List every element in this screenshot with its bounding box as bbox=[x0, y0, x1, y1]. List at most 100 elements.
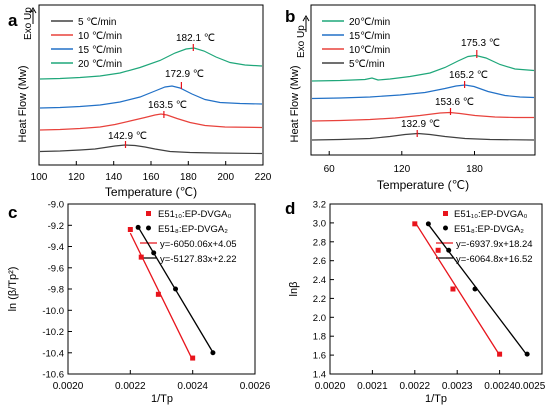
panel-a-xtick-label: 160 bbox=[143, 172, 160, 183]
data-point-series-0 bbox=[497, 351, 503, 357]
panel-b-frame bbox=[310, 4, 536, 156]
panel-d-ytick-label: 2.6 bbox=[313, 256, 326, 267]
panel-b-peak-label: 175.3 ℃ bbox=[461, 38, 500, 49]
panel-b-peak-label: 153.6 ℃ bbox=[435, 97, 474, 108]
panel-d-yticks: 1.4 1.6 1.8 2.0 2.2 2.4 2.6 2.8 3.0 3.2 bbox=[313, 200, 334, 381]
panel-a-ylabel: Heat Flow (Mw) bbox=[17, 65, 29, 142]
panel-d-legend-label: E51₁₀:EP-DVGA₀ bbox=[454, 209, 527, 220]
panel-b: b Exo Up Heat Flow (Mw) Temperature (℃) … bbox=[285, 4, 536, 192]
data-point-series-1 bbox=[524, 351, 530, 357]
panel-c-legend-label: y=-6050.06x+4.05 bbox=[160, 239, 237, 250]
panel-a-legend-label: 15 ℃/min bbox=[78, 45, 122, 56]
panel-b-curve-5 bbox=[311, 132, 535, 141]
panel-b-legend-label: 20℃/min bbox=[349, 17, 390, 28]
panel-b-xtick-label: 180 bbox=[466, 164, 483, 175]
panel-d-legend-marker bbox=[443, 225, 448, 231]
panel-c-xticks: 0.0020 0.0022 0.0024 0.0026 bbox=[53, 370, 271, 392]
panel-c-ytick-label: -9.8 bbox=[48, 285, 64, 296]
panel-b-xtick-label: 120 bbox=[393, 164, 410, 175]
panel-d-ytick-label: 1.4 bbox=[313, 370, 326, 381]
panel-a-xtick-label: 220 bbox=[255, 172, 272, 183]
panel-a-curve-10 bbox=[39, 113, 263, 131]
fit-line-series-0 bbox=[414, 221, 501, 356]
panel-d-xtick-label: 0.0020 bbox=[315, 381, 346, 392]
panel-d-frame bbox=[329, 203, 543, 375]
panel-a-peak-label: 182.1 ℃ bbox=[176, 33, 215, 44]
panel-b-legend-label: 10℃/min bbox=[349, 45, 390, 56]
panel-a-curve-5 bbox=[39, 144, 263, 155]
data-point-series-0 bbox=[127, 227, 133, 232]
panel-d-label: d bbox=[285, 199, 295, 218]
panel-b-legend-label: 15℃/min bbox=[349, 31, 390, 42]
panel-b-xtick-label: 60 bbox=[324, 164, 336, 175]
panel-c-plot bbox=[127, 224, 216, 361]
panel-c-ytick-label: -9.0 bbox=[48, 200, 64, 211]
panel-d-ylabel: lnβ bbox=[288, 282, 300, 297]
panel-d-legend-marker bbox=[443, 211, 448, 216]
panel-c-yticks: -9.0 -9.2 -9.4 -9.6 -9.8 -10.0 -10.2 -10… bbox=[42, 200, 72, 381]
panel-b-curve-20 bbox=[311, 54, 535, 82]
panel-a-curve-20 bbox=[39, 47, 263, 80]
panel-d-xtick-label: 0.0021 bbox=[357, 381, 388, 392]
panel-b-label: b bbox=[285, 7, 295, 26]
panel-a-frame bbox=[38, 4, 264, 166]
panel-c-xtick-label: 0.0020 bbox=[53, 381, 84, 392]
panel-d-xtick-label: 0.0022 bbox=[400, 381, 431, 392]
panel-c-xtick-label: 0.0026 bbox=[240, 381, 271, 392]
panel-d-ytick-label: 2.0 bbox=[313, 313, 326, 324]
panel-a-curve-15 bbox=[39, 85, 263, 109]
panel-d-xtick-label: 0.0025 bbox=[515, 381, 546, 392]
data-point-series-0 bbox=[190, 355, 196, 361]
data-point-series-0 bbox=[138, 254, 144, 260]
panel-c-xtick-label: 0.0022 bbox=[115, 381, 146, 392]
panel-b-curve-10 bbox=[311, 111, 534, 122]
panel-d-xticks: 0.0020 0.0021 0.0022 0.0023 0.0024 0.002… bbox=[315, 370, 546, 392]
panel-c-ytick-label: -10.0 bbox=[42, 306, 64, 317]
panel-a: a Exo Up Heat Flow (Mw) Temperature (℃) … bbox=[8, 4, 272, 199]
panel-a-xlabel: Temperature (℃) bbox=[105, 185, 197, 199]
panel-c: c ln (β/Tp²) 1/Tp -9.0 -9.2 -9.4 -9.6 -9… bbox=[7, 200, 271, 406]
panel-d-xtick-label: 0.0023 bbox=[442, 381, 473, 392]
panel-c-legend-label: E51₈:EP-DVGA₂ bbox=[158, 224, 228, 235]
fit-line-series-1 bbox=[427, 224, 528, 356]
panel-d-legend-label: E51₈:EP-DVGA₂ bbox=[454, 224, 524, 235]
panel-c-legend: E51₁₀:EP-DVGA₀ E51₈:EP-DVGA₂ y=-6050.06x… bbox=[140, 209, 237, 265]
panel-a-xticks: 100 120 140 160 180 200 220 bbox=[31, 161, 272, 183]
panel-c-legend-marker bbox=[146, 211, 151, 216]
panel-b-exo-arrowhead bbox=[302, 15, 310, 22]
panel-a-peak-label: 142.9 ℃ bbox=[108, 131, 147, 142]
panel-c-xtick-label: 0.0024 bbox=[177, 381, 208, 392]
panel-d-legend-label: y=-6937.9x+18.24 bbox=[456, 239, 533, 250]
panel-a-peak-label: 172.9 ℃ bbox=[165, 69, 204, 80]
panel-a-legend-label: 10 ℃/min bbox=[78, 31, 122, 42]
panel-d-ytick-label: 2.2 bbox=[313, 294, 326, 305]
panel-c-ytick-label: -9.4 bbox=[48, 242, 64, 253]
panel-c-legend-label: y=-5127.83x+2.22 bbox=[160, 254, 237, 265]
data-point-series-1 bbox=[210, 350, 216, 356]
data-point-series-0 bbox=[155, 291, 161, 297]
panel-b-legend-label: 5℃/min bbox=[349, 59, 385, 70]
panel-d-ytick-label: 3.0 bbox=[313, 218, 326, 229]
panel-a-xtick-label: 120 bbox=[68, 172, 85, 183]
panel-a-legend-label: 20 ℃/min bbox=[78, 59, 122, 70]
panel-b-legend: 20℃/min 15℃/min 10℃/min 5℃/min bbox=[322, 17, 390, 70]
panel-b-exo-label: Exo Up bbox=[296, 25, 307, 58]
data-point-series-1 bbox=[135, 224, 141, 230]
panel-b-peak-label: 132.9 ℃ bbox=[401, 119, 440, 130]
panel-a-legend-label: 5 ℃/min bbox=[78, 17, 116, 28]
panel-d-legend-label: y=-6064.8x+16.52 bbox=[456, 254, 533, 265]
panel-d-legend: E51₁₀:EP-DVGA₀ E51₈:EP-DVGA₂ y=-6937.9x+… bbox=[436, 209, 533, 265]
panel-a-xtick-label: 100 bbox=[31, 172, 48, 183]
panel-d-xtick-label: 0.0024 bbox=[484, 381, 515, 392]
data-point-series-0 bbox=[412, 221, 418, 227]
panel-c-xlabel: 1/Tp bbox=[151, 393, 173, 405]
panel-b-xlabel: Temperature (℃) bbox=[377, 178, 469, 192]
fit-line-series-0 bbox=[129, 232, 194, 361]
data-point-series-1 bbox=[446, 247, 452, 253]
panel-a-label: a bbox=[8, 11, 18, 30]
panel-c-ytick-label: -10.6 bbox=[42, 370, 64, 381]
panel-b-curve-15 bbox=[311, 84, 535, 100]
panel-d-xlabel: 1/Tp bbox=[425, 393, 447, 405]
panel-a-xtick-label: 180 bbox=[180, 172, 197, 183]
